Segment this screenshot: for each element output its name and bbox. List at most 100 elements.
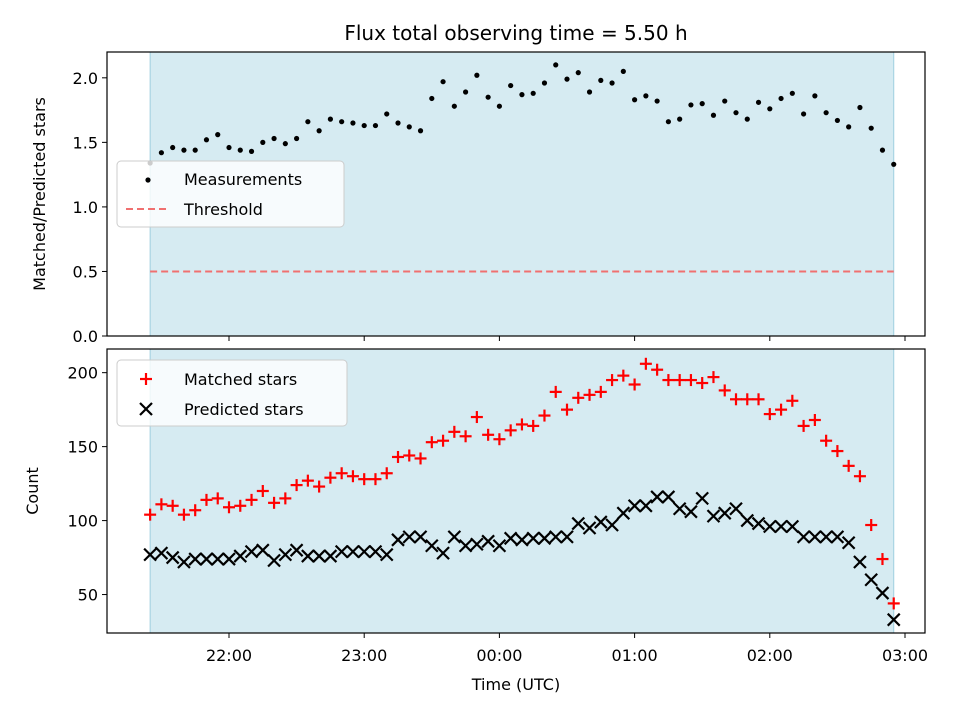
predicted-point [740, 513, 755, 528]
predicted-point-b [808, 530, 822, 544]
predicted-point [537, 531, 552, 546]
predicted-point-b [267, 553, 281, 568]
predicted-point [447, 530, 462, 544]
x-tick-label: 03:00 [882, 646, 928, 665]
predicted-point-b [706, 509, 721, 523]
matched-point [831, 445, 844, 458]
predicted-point-b [582, 521, 597, 535]
predicted-point [639, 499, 653, 513]
top-y-axis: 0.0 0.5 1.0 1.5 2.0 [73, 69, 107, 346]
predicted-point-b [256, 543, 270, 557]
predicted-point-b [526, 531, 540, 546]
predicted-point-b [774, 519, 788, 534]
predicted-point [503, 531, 518, 546]
predicted-point [605, 518, 619, 532]
predicted-point [616, 506, 631, 520]
predicted-point-b [763, 519, 777, 534]
predicted-point [763, 519, 777, 534]
predicted-point [594, 515, 608, 529]
predicted-point-b [346, 544, 360, 559]
predicted-point [571, 516, 586, 531]
predicted-point [684, 504, 698, 519]
y-tick-label: 150 [67, 438, 98, 457]
predicted-point-b [470, 537, 484, 552]
predicted-point [695, 491, 709, 506]
predicted-point-b [289, 543, 304, 557]
matched-point [583, 388, 596, 401]
predicted-point [289, 543, 304, 557]
measurement-point [823, 110, 829, 116]
measurement-point [226, 144, 232, 151]
top-y-axis-label: Matched/Predicted stars [30, 97, 49, 291]
predicted-point-b [886, 612, 901, 627]
predicted-point [526, 531, 540, 546]
predicted-point-b [819, 530, 833, 544]
bottom-y-axis-label: Count [23, 467, 42, 515]
predicted-point-b [244, 544, 259, 559]
measurement-point [575, 70, 581, 76]
legend-matched-label: Matched stars [184, 370, 297, 389]
predicted-point-b [334, 544, 349, 559]
measurement-point [857, 104, 863, 111]
matched-point [324, 471, 337, 484]
bottom-legend-box [116, 359, 348, 427]
matched-point [459, 430, 472, 443]
measurement-point [260, 139, 266, 145]
measurement-point [586, 89, 593, 95]
y-tick-label: 2.0 [73, 69, 98, 88]
predicted-point [413, 530, 428, 544]
bottom-x-axis: 22:00 23:00 00:00 01:00 02:00 03:00 [206, 633, 928, 665]
predicted-point-b [199, 552, 214, 566]
predicted-point-b [379, 547, 394, 562]
predicted-point [886, 612, 901, 627]
matched-point [346, 470, 359, 483]
measurement-point [688, 102, 694, 108]
predicted-point-b [740, 513, 755, 528]
measurement-point [879, 147, 886, 153]
predicted-point [796, 530, 811, 544]
predicted-point [706, 509, 721, 523]
predicted-point-b [627, 499, 642, 513]
measurement-point [767, 106, 773, 112]
legend-predicted-label: Predicted stars [184, 400, 304, 419]
legend-predicted-marker [139, 402, 153, 416]
predicted-point-b [458, 538, 473, 553]
matched-point [268, 496, 281, 509]
measurement-point [519, 92, 525, 98]
predicted-point [785, 519, 800, 534]
predicted-point [853, 555, 867, 569]
measurement-point [361, 122, 367, 129]
matched-point [763, 408, 776, 421]
matched-point [392, 450, 404, 463]
measurement-point [778, 95, 784, 102]
predicted-point [819, 530, 833, 544]
predicted-point [436, 546, 450, 560]
predicted-point-b [548, 530, 563, 544]
matched-point [594, 385, 607, 398]
predicted-point-b [233, 549, 248, 563]
matched-point [718, 384, 731, 397]
measurement-point [248, 148, 255, 154]
matched-point [820, 434, 833, 447]
matched-point [369, 473, 382, 486]
predicted-point [267, 553, 281, 568]
measurement-point [215, 132, 221, 138]
measurement-point [699, 101, 705, 107]
predicted-point [278, 547, 293, 562]
matched-point [380, 467, 393, 480]
predicted-point-b [222, 552, 236, 566]
measurement-point [789, 90, 795, 96]
measurement-point [463, 89, 469, 95]
matched-point [673, 374, 686, 387]
matched-point [797, 419, 810, 432]
matched-point [842, 459, 855, 472]
matched-point [470, 411, 483, 424]
matched-point [358, 473, 371, 486]
predicted-point-b [436, 546, 450, 560]
predicted-point-b [639, 499, 653, 513]
y-tick-label: 0.0 [73, 327, 98, 346]
measurement-point [170, 144, 176, 151]
predicted-point [864, 572, 878, 587]
measurement-point [485, 94, 491, 100]
predicted-point [560, 530, 574, 544]
